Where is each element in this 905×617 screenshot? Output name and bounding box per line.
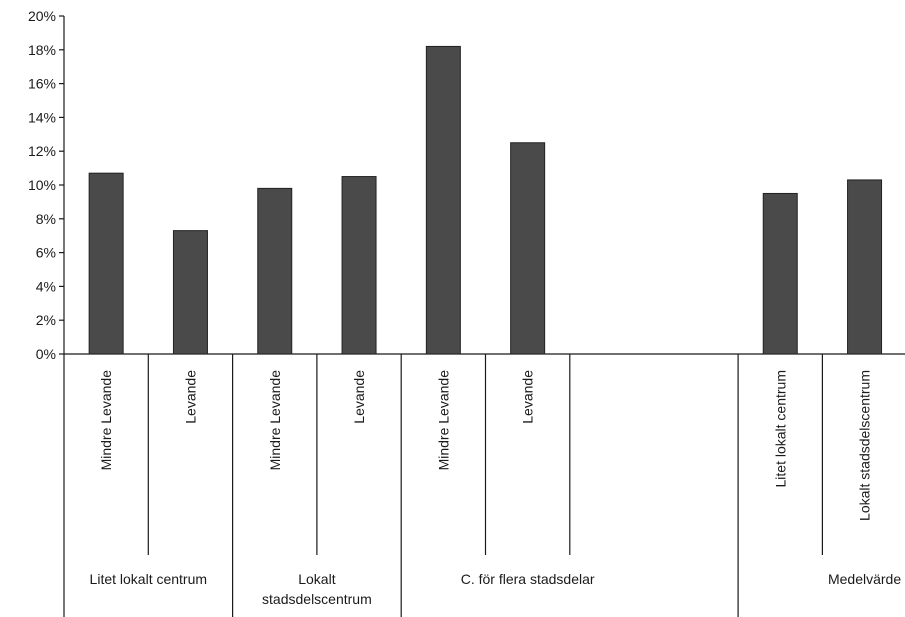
y-tick-label: 4% [36,278,56,294]
group-label: Lokalt stadsdelscentrum [262,571,372,607]
y-tick-label: 6% [36,245,56,261]
bar [88,172,124,355]
x-category-label: Litet lokalt centrum [772,370,788,488]
x-category-label: Mindre Levande [98,370,114,471]
y-tick-label: 8% [36,211,56,227]
y-tick-label: 12% [28,143,56,159]
bar [341,176,377,355]
y-tick-label: 20% [28,8,56,24]
x-category-label: Mindre Levande [435,370,451,471]
y-tick-label: 14% [28,109,56,125]
x-category-label: Levande [351,370,367,424]
x-category-label: Levande [520,370,536,424]
y-tick-label: 2% [36,312,56,328]
y-tick-label: 10% [28,177,56,193]
x-category-label: Levande [182,370,198,424]
bars [64,45,905,355]
bar [510,142,546,355]
y-tick-label: 16% [28,76,56,92]
bar [847,179,883,355]
x-category-axis: Mindre Levande Levande Mindre Levande Levan… [98,354,873,555]
bar [172,230,208,355]
group-label: Medelvärde [828,571,901,587]
y-tick-label: 0% [36,346,56,362]
group-labels: Litet lokalt centrum Lokalt stadsdelscentr… [63,354,901,617]
bar [257,187,293,355]
y-axis: 0% 2% 4% 6% 8% 10% 12% 14% 16% 18% 20% [28,8,65,362]
y-tick-label: 18% [28,42,56,58]
bar [762,192,798,355]
x-category-label: Mindre Levande [267,370,283,471]
x-category-label: Lokalt stadsdelscentrum [857,370,873,521]
group-label: Litet lokalt centrum [90,571,208,587]
bar [425,45,461,355]
group-label: C. för flera stadsdelar [461,571,595,587]
